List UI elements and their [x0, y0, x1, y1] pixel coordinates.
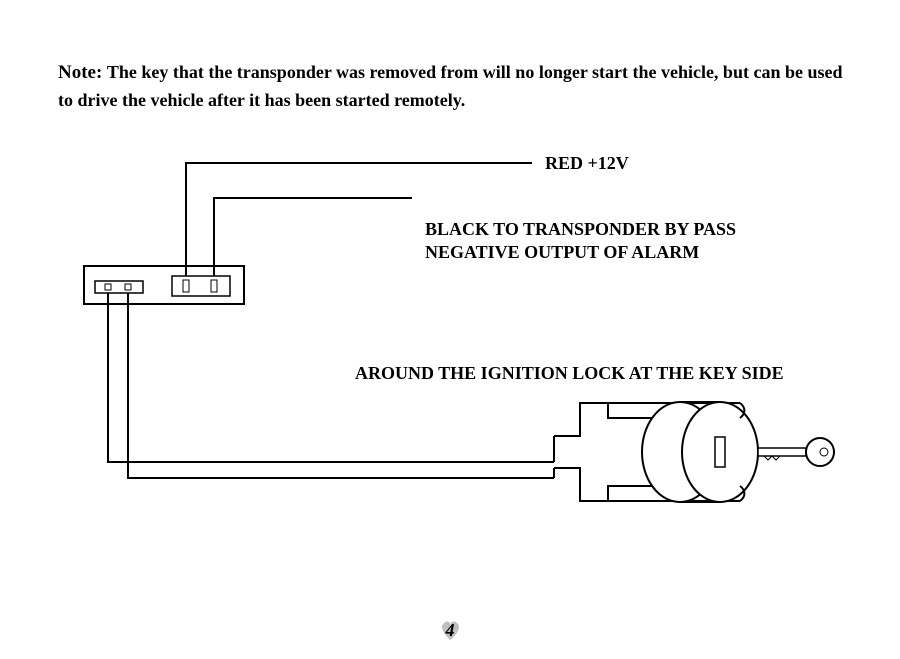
wiring-diagram-svg — [0, 0, 900, 659]
page-number-text: 4 — [446, 620, 455, 640]
page: Note: The key that the transponder was r… — [0, 0, 900, 659]
page-number: 4 — [446, 620, 455, 641]
